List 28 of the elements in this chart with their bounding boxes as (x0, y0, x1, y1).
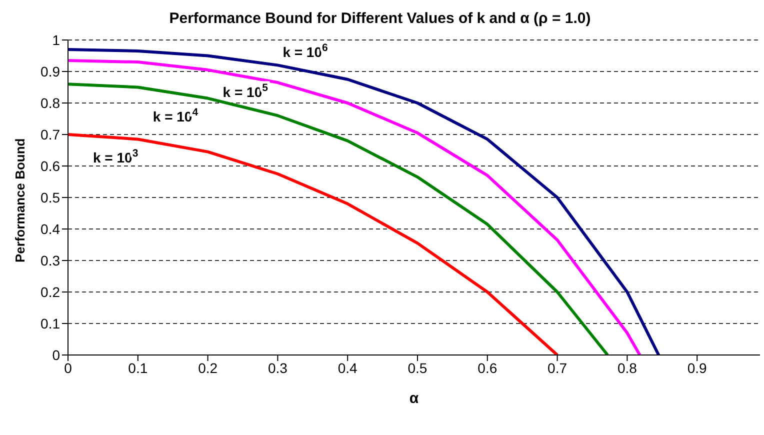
x-axis-title: α (409, 390, 420, 407)
x-tick-label: 0.8 (617, 360, 638, 376)
y-tick-label: 0.6 (40, 158, 60, 174)
series-label: k = 10$^{5}$ (222, 82, 268, 100)
y-tick-label: 1 (52, 32, 60, 48)
x-tick-label: 0.9 (687, 360, 708, 376)
chart-title: Performance Bound for Different Values of k and α (ρ = 1.0) (168, 10, 592, 27)
x-tick-label: 0.4 (338, 360, 358, 376)
y-axis-title: Performance Bound (12, 138, 28, 262)
y-tick-label: 0.8 (40, 94, 60, 111)
y-tick-label: 0.4 (40, 220, 60, 237)
y-tick-label: 0.7 (40, 126, 60, 142)
y-tick-label: 0.1 (40, 315, 60, 332)
series-label: k = 10$^{3}$ (93, 148, 138, 166)
x-tick-label: 0.1 (128, 360, 148, 376)
x-tick-label: 0.6 (478, 360, 498, 376)
line-series (68, 133, 559, 355)
series-label: k = 10$^{6}$ (282, 42, 328, 60)
x-tick-label: 0.5 (408, 360, 428, 376)
y-tick-label: 0.9 (40, 63, 60, 80)
x-tick-label: 0.2 (198, 360, 218, 376)
x-tick-label: 0.3 (268, 360, 288, 376)
y-tick-label: 0.2 (40, 284, 60, 300)
y-tick-label: 0.3 (40, 252, 60, 268)
y-tick-label: 0 (52, 346, 60, 363)
x-tick-label: 0.7 (548, 360, 568, 376)
y-tick-label: 0.5 (40, 189, 60, 206)
x-tick-label: 0 (64, 360, 72, 376)
